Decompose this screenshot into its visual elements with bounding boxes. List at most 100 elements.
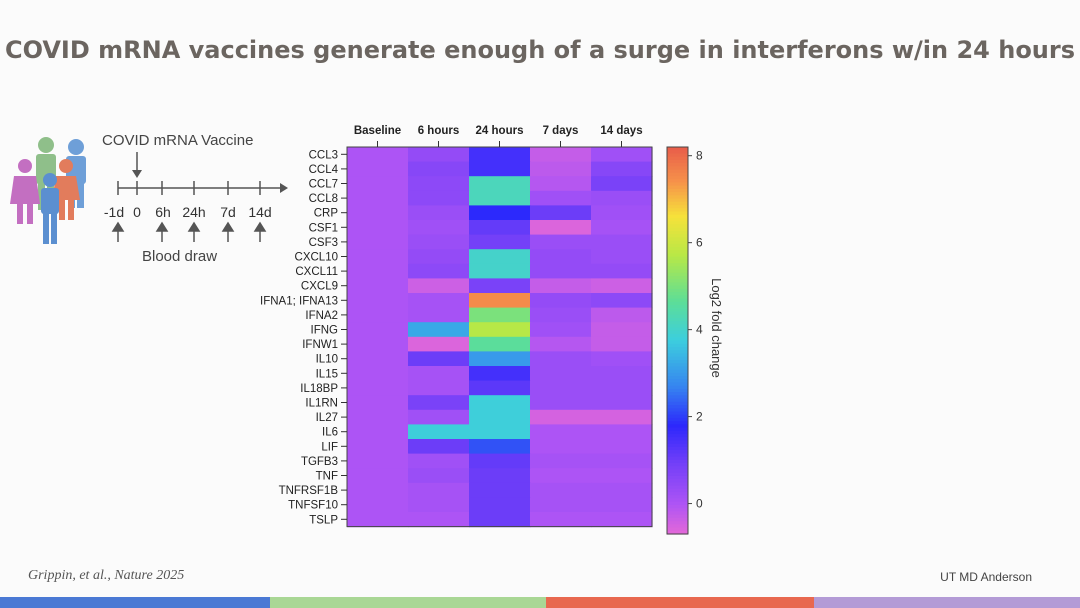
heatmap-cell — [530, 190, 592, 206]
colorbar-segment — [667, 172, 688, 177]
colorbar-segment — [667, 379, 688, 384]
people-icon — [10, 137, 288, 244]
colorbar-segment — [667, 443, 688, 448]
heatmap-cell — [347, 176, 409, 192]
heatmap-cell — [408, 190, 470, 206]
row-label: IL1RN — [305, 398, 338, 410]
heatmap-cell — [469, 395, 531, 411]
row-label: CCL7 — [309, 179, 338, 191]
heatmap-cell — [469, 161, 531, 177]
colorbar-segment — [667, 437, 688, 442]
colorbar-segment — [667, 511, 688, 516]
heatmap-cell — [408, 439, 470, 455]
colorbar-segment — [667, 253, 688, 258]
heatmap-cell — [530, 278, 592, 294]
colorbar-segment — [667, 256, 688, 261]
colorbar-segment — [667, 411, 688, 416]
colorbar-segment — [667, 221, 688, 226]
timepoint-label: 24h — [182, 204, 206, 220]
colorbar-segment — [667, 288, 688, 293]
heatmap-cell — [408, 307, 470, 323]
colorbar-segment — [667, 156, 688, 161]
heatmap-cell — [408, 161, 470, 177]
heatmap-cell — [591, 453, 653, 469]
colorbar-segment — [667, 321, 688, 325]
heatmap-cell — [408, 366, 470, 382]
heatmap-cell — [530, 482, 592, 498]
colorbar-tick-label: 6 — [696, 236, 703, 250]
heatmap-cell — [530, 380, 592, 396]
heatmap-cell — [469, 468, 531, 484]
colorbar-segment — [667, 150, 688, 155]
colorbar-segment — [667, 398, 688, 403]
blood-draw-label: Blood draw — [142, 248, 218, 265]
colorbar-segment — [667, 501, 688, 506]
colorbar-segment — [667, 485, 688, 490]
colorbar-segment — [667, 263, 688, 267]
colorbar-segment — [667, 308, 688, 313]
heatmap-cell — [530, 395, 592, 411]
colorbar-segment — [667, 208, 688, 213]
colorbar-segment — [667, 166, 688, 171]
heatmap-cell — [347, 366, 409, 382]
colorbar-segment — [667, 224, 688, 229]
heatmap-cell — [469, 439, 531, 455]
heatmap-cell — [530, 351, 592, 367]
colorbar-segment — [667, 392, 688, 396]
heatmap-cell — [591, 482, 653, 498]
heatmap-cell — [347, 249, 409, 265]
heatmap-cell — [530, 322, 592, 338]
row-label: CSF1 — [309, 222, 338, 234]
timepoint-label: 14d — [248, 204, 272, 220]
heatmap-cell — [530, 336, 592, 352]
heatmap-cell — [591, 439, 653, 455]
colorbar-segment — [667, 385, 688, 390]
colorbar-segment — [667, 346, 688, 351]
heatmap-cell — [591, 220, 653, 236]
colorbar-segment — [667, 227, 688, 232]
colorbar-segment — [667, 185, 688, 190]
colorbar-segment — [667, 498, 688, 503]
heatmap-cell — [347, 380, 409, 396]
heatmap-cell — [591, 395, 653, 411]
heatmap-cell — [347, 190, 409, 206]
colorbar-segment — [667, 514, 688, 519]
colorbar-segment — [667, 504, 688, 509]
heatmap-cell — [591, 409, 653, 425]
slide-title: COVID mRNA vaccines generate enough of a… — [4, 36, 1076, 64]
colorbar-segment — [667, 305, 688, 309]
heatmap-cell — [469, 424, 531, 440]
heatmap-cell — [591, 161, 653, 177]
colorbar-segment — [667, 266, 688, 271]
colorbar-segment — [667, 176, 688, 180]
colorbar-segment — [667, 466, 688, 471]
colorbar-segment — [667, 453, 688, 458]
colorbar-segment — [667, 243, 688, 248]
heatmap-cell — [469, 249, 531, 265]
row-label: CRP — [314, 208, 339, 220]
colorbar-segment — [667, 479, 688, 484]
heatmap-cell — [347, 512, 409, 528]
heatmap-cell — [530, 249, 592, 265]
heatmap-cell — [347, 482, 409, 498]
timepoint-label: 7d — [220, 204, 236, 220]
org-name: UT MD Anderson — [940, 570, 1032, 584]
colorbar-segment — [667, 282, 688, 287]
heatmap-cell — [591, 249, 653, 265]
heatmap-cell — [591, 366, 653, 382]
colorbar-segment — [667, 369, 688, 374]
colorbar-segment — [667, 169, 688, 174]
heatmap-cell — [530, 161, 592, 177]
heatmap-cell — [530, 293, 592, 309]
heatmap-cell — [408, 482, 470, 498]
heatmap-cell — [530, 453, 592, 469]
heatmap-cell — [591, 424, 653, 440]
colorbar-segment — [667, 330, 688, 335]
vaccine-label: COVID mRNA Vaccine — [102, 132, 254, 149]
colorbar-segment — [667, 459, 688, 464]
colorbar-segment — [667, 417, 688, 422]
heatmap-cell — [469, 409, 531, 425]
heatmap-cell — [408, 278, 470, 294]
heatmap-cell — [347, 439, 409, 455]
row-label: TNFSF10 — [288, 500, 338, 512]
